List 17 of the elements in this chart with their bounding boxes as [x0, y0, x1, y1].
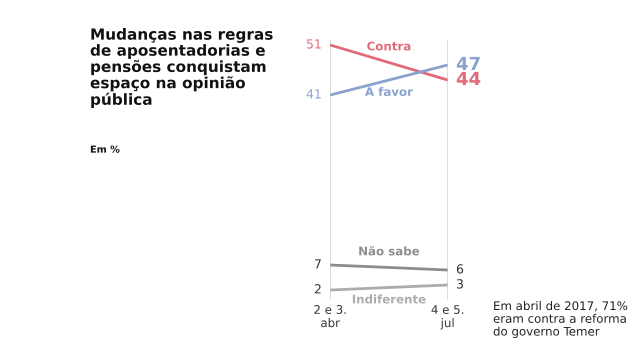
text: Em %	[90, 145, 120, 153]
series-label: A favor	[365, 86, 413, 96]
data-label: 41	[306, 89, 321, 98]
data-label: 47	[456, 56, 480, 70]
text: Mudanças nas regras de aposentadorias e pensões conquistam espaço na opinião pública	[90, 28, 273, 108]
text: Em abril de 2017, 71% eram contra a reforma do governo Temer	[494, 301, 628, 338]
data-label: 51	[306, 39, 321, 49]
data-label: 44	[456, 72, 480, 85]
data-label: 2	[314, 284, 321, 294]
data-label: 7	[314, 259, 321, 268]
series-label: Indiferente	[352, 294, 426, 304]
x-tick-label: 4 e 5. jul	[431, 305, 464, 330]
series-label: Não sabe	[359, 246, 420, 256]
series-label: Contra	[367, 42, 410, 51]
data-label: 3	[456, 279, 463, 289]
data-label: 6	[456, 264, 464, 274]
x-tick-label: 2 e 3. abr	[314, 305, 346, 328]
